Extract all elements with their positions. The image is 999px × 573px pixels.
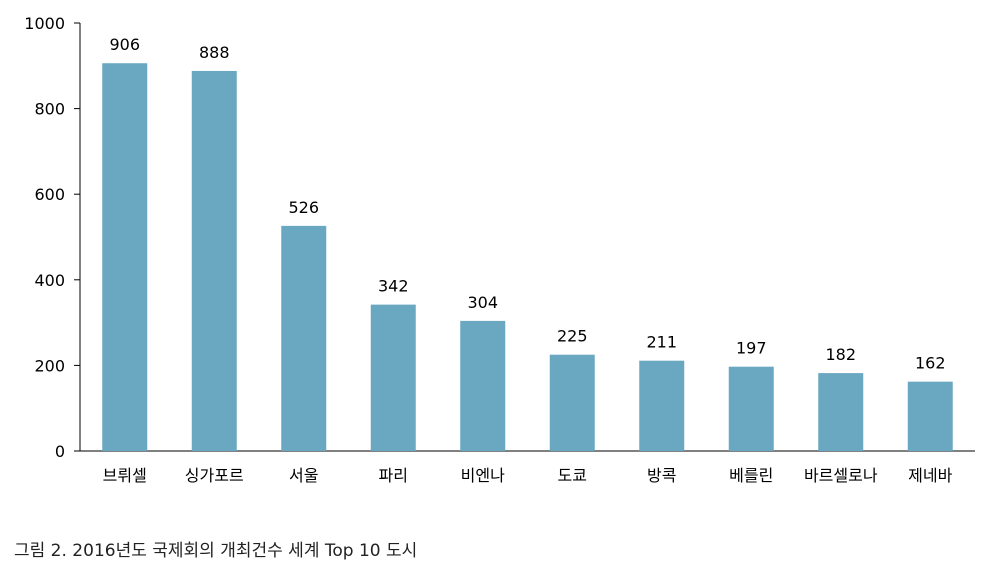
bar-2 <box>191 70 237 451</box>
bar-chart: 0 200 400 600 800 1000 906 브뤼셀 888 싱가포르 526 서울 342 파리… <box>24 14 975 485</box>
data-label: 906 <box>109 35 140 54</box>
bar-6 <box>549 354 595 451</box>
x-category-label: 비엔나 <box>461 466 505 485</box>
data-label: 225 <box>557 327 588 346</box>
y-tick-label: 800 <box>34 100 65 119</box>
y-tick-label: 1000 <box>24 14 65 33</box>
data-label: 211 <box>646 333 677 352</box>
bar-4 <box>370 304 416 451</box>
x-category-label: 바르셀로나 <box>804 466 878 485</box>
x-category-label: 서울 <box>289 466 318 485</box>
bar-8 <box>728 366 774 451</box>
data-label: 304 <box>467 293 498 312</box>
bar-10 <box>907 381 953 451</box>
bar-7 <box>639 360 685 451</box>
data-label: 182 <box>825 345 856 364</box>
x-category-label: 싱가포르 <box>185 466 244 485</box>
data-label: 342 <box>378 277 409 296</box>
y-tick-label: 600 <box>34 185 65 204</box>
data-label: 888 <box>199 43 230 62</box>
y-tick-label: 0 <box>55 442 65 461</box>
y-tick-label: 200 <box>34 356 65 375</box>
x-category-label: 방콕 <box>647 466 676 485</box>
bar-9 <box>818 373 864 451</box>
y-tick-label: 400 <box>34 271 65 290</box>
x-category-label: 브뤼셀 <box>103 466 147 485</box>
bar-1 <box>102 63 148 452</box>
x-category-label: 파리 <box>379 466 408 485</box>
bar-3 <box>281 225 327 451</box>
figure-caption: 그림 2. 2016년도 국제회의 개최건수 세계 Top 10 도시 <box>14 541 418 561</box>
data-label: 162 <box>915 354 946 373</box>
x-category-label: 도쿄 <box>558 466 587 485</box>
data-label: 526 <box>288 198 319 217</box>
data-label: 197 <box>736 339 767 358</box>
x-category-label: 제네바 <box>908 466 952 485</box>
bar-5 <box>460 320 506 451</box>
x-category-label: 베를린 <box>729 466 773 485</box>
